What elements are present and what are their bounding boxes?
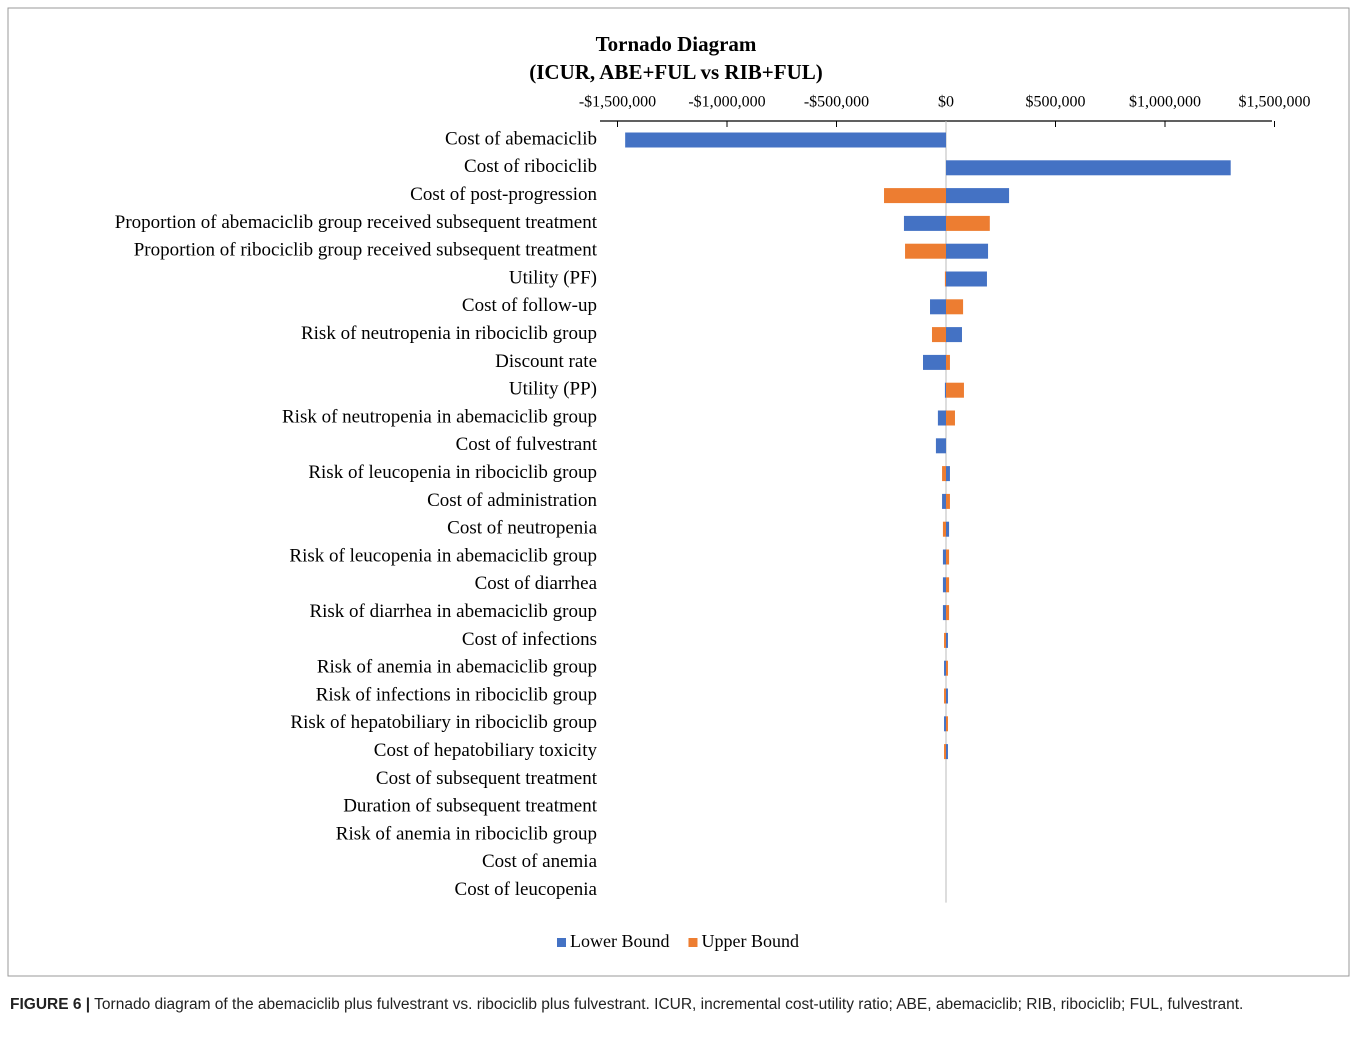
y-tick-label: Risk of hepatobiliary in ribociclib grou… [290, 712, 597, 733]
y-tick-label: Cost of subsequent treatment [376, 768, 598, 789]
bar [946, 327, 962, 343]
bar [931, 327, 946, 343]
x-tick-label: $0 [938, 94, 954, 111]
y-tick-label: Cost of hepatobiliary toxicity [374, 740, 598, 761]
legend-label: Upper Bound [701, 931, 799, 951]
y-tick-label: Duration of subsequent treatment [343, 796, 598, 817]
bar [944, 632, 946, 648]
bar [930, 299, 946, 315]
bar [625, 132, 946, 148]
bar [946, 215, 990, 231]
y-tick-label: Proportion of ribociclib group received … [134, 240, 598, 261]
bar [946, 354, 950, 370]
y-tick-label: Risk of neutropenia in abemaciclib group [282, 406, 597, 427]
caption-text: Tornado diagram of the abemaciclib plus … [94, 996, 1244, 1013]
y-tick-label: Cost of abemaciclib [445, 128, 597, 149]
chart-frame [7, 7, 1350, 977]
chart-subtitle: (ICUR, ABE+FUL vs RIB+FUL) [529, 60, 822, 84]
legend-swatch [688, 938, 698, 947]
bar [944, 716, 946, 732]
bar [946, 382, 964, 398]
y-tick-label: Cost of anemia [482, 851, 598, 872]
bar [905, 243, 946, 259]
bar [946, 466, 950, 482]
y-tick-label: Risk of leucopenia in ribociclib group [308, 462, 597, 483]
y-tick-label: Cost of follow-up [462, 295, 597, 316]
bar [946, 188, 1010, 204]
y-tick-label: Risk of infections in ribociclib group [316, 684, 597, 705]
bar [937, 410, 946, 426]
bar [935, 438, 946, 454]
bar [946, 243, 989, 259]
bar [942, 549, 946, 565]
y-tick-label: Cost of leucopenia [455, 879, 598, 900]
bar [923, 354, 946, 370]
y-tick-label: Risk of diarrhea in abemaciclib group [309, 601, 597, 622]
chart-title: Tornado Diagram [596, 32, 757, 56]
y-tick-label: Cost of neutropenia [447, 518, 597, 539]
x-tick-label: $1,500,000 [1239, 94, 1311, 111]
y-tick-label: Proportion of abemaciclib group received… [115, 212, 598, 233]
bar [884, 188, 946, 204]
x-tick-label: $500,000 [1026, 94, 1086, 111]
bar [944, 660, 946, 676]
bar [944, 688, 946, 704]
y-tick-label: Cost of post-progression [410, 184, 597, 205]
legend-label: Lower Bound [570, 931, 669, 951]
bar [903, 215, 946, 231]
y-tick-label: Cost of ribociclib [464, 156, 597, 177]
bar [946, 271, 987, 287]
bar [946, 410, 955, 426]
bar [942, 521, 946, 537]
x-tick-label: -$500,000 [804, 94, 869, 111]
bar [946, 716, 948, 732]
bar [944, 382, 946, 398]
bar [946, 632, 948, 648]
x-tick-label: $1,000,000 [1129, 94, 1201, 111]
y-tick-label: Risk of anemia in abemaciclib group [317, 657, 597, 678]
bar [946, 299, 964, 315]
bar [946, 549, 950, 565]
bar [946, 521, 950, 537]
bar [946, 160, 1231, 176]
x-tick-label: -$1,000,000 [688, 94, 765, 111]
bar [942, 493, 946, 509]
bar [944, 271, 946, 287]
bar [942, 577, 946, 593]
bar [942, 605, 946, 621]
y-tick-label: Utility (PP) [509, 379, 597, 400]
y-tick-label: Cost of fulvestrant [456, 434, 598, 455]
y-tick-label: Risk of anemia in ribociclib group [336, 823, 597, 844]
y-tick-label: Cost of infections [462, 629, 597, 650]
bar [946, 744, 948, 760]
caption: FIGURE 6 | Tornado diagram of the abemac… [10, 992, 1340, 1017]
y-tick-label: Risk of neutropenia in ribociclib group [301, 323, 597, 344]
bar [942, 466, 946, 482]
bar [946, 605, 950, 621]
bar [946, 688, 948, 704]
legend-swatch [557, 938, 566, 947]
y-tick-label: Cost of administration [427, 490, 597, 511]
bar [946, 660, 948, 676]
bar [944, 744, 946, 760]
bar [946, 493, 950, 509]
chart: Tornado Diagram (ICUR, ABE+FUL vs RIB+FU… [7, 7, 1350, 977]
y-tick-label: Discount rate [495, 351, 597, 372]
x-tick-label: -$1,500,000 [579, 94, 656, 111]
y-tick-label: Utility (PF) [509, 267, 597, 288]
y-tick-label: Cost of diarrhea [475, 573, 598, 594]
caption-label: FIGURE 6 | [10, 996, 91, 1013]
y-tick-label: Risk of leucopenia in abemaciclib group [289, 545, 597, 566]
bar [946, 577, 950, 593]
